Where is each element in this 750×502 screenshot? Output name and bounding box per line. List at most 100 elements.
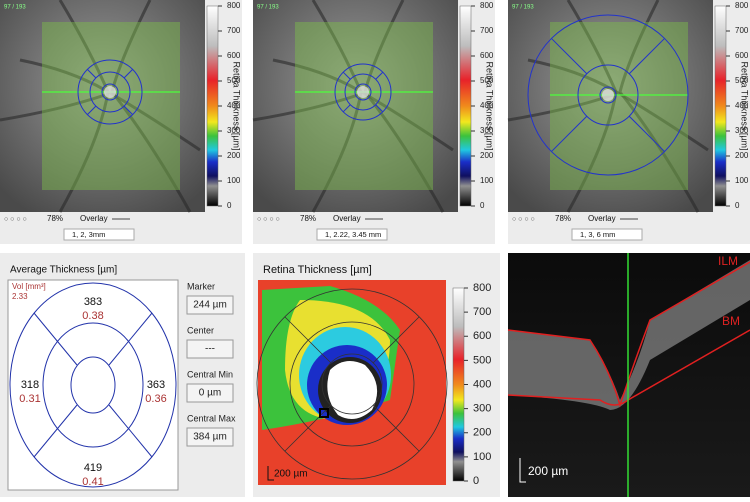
grid-spoke <box>628 38 665 75</box>
grid-ring <box>527 14 689 176</box>
colorbar-tick-label: 100 <box>480 176 494 185</box>
field-value: 0 µm <box>199 388 221 399</box>
zoom-level: 78% <box>300 214 316 223</box>
colorbar-tick-label: 500 <box>735 76 749 85</box>
zoom-tool: ○ ○ ○ ○ <box>257 216 280 223</box>
sector-ring <box>42 322 144 448</box>
map-scale-bar <box>267 466 274 481</box>
thickness-overlay <box>550 22 688 190</box>
sector-volume: 0.38 <box>82 310 103 322</box>
colorbar <box>714 5 727 207</box>
grid-ring <box>354 83 372 101</box>
colorbar-tick-label: 700 <box>227 26 241 35</box>
map-spoke <box>284 316 332 364</box>
grid-dropdown[interactable] <box>63 228 135 241</box>
colorbar-tick-label: 100 <box>735 176 749 185</box>
map-ring <box>321 353 383 415</box>
counter: 97 / 193 <box>512 5 534 11</box>
colorbar-tick-label: 800 <box>480 1 494 10</box>
vessel <box>0 93 106 122</box>
grid-dropdown-value: 1, 2.22, 3.45 mm <box>325 230 381 239</box>
grid-dropdown[interactable] <box>316 228 388 241</box>
vessel <box>566 0 618 213</box>
grid-spoke <box>375 71 384 80</box>
colorbar-tick-label: 0 <box>735 201 740 210</box>
map-ring <box>289 321 415 447</box>
sector-thickness: 419 <box>84 462 102 474</box>
sector-ring <box>9 282 177 488</box>
colorbar-tick-label: 400 <box>480 101 494 110</box>
grid-dropdown[interactable] <box>571 228 643 241</box>
sector-divider <box>108 404 153 458</box>
colorbar-tick-label: 800 <box>473 282 491 294</box>
grid-ring <box>577 64 639 126</box>
colorbar-tick-label: 300 <box>480 126 494 135</box>
sector-volume: 0.36 <box>145 393 166 405</box>
field-label: Central Max <box>187 413 236 423</box>
colorbar-tick-label: 700 <box>735 26 749 35</box>
colorbar-tick-label: 400 <box>735 101 749 110</box>
grid-dropdown-value: 1, 2, 3mm <box>72 230 105 239</box>
vessel <box>618 0 700 213</box>
grid-spoke <box>342 104 351 113</box>
colorbar-tick-label: 100 <box>227 176 241 185</box>
disc <box>104 86 116 98</box>
zoom-level: 78% <box>47 214 63 223</box>
sector-divider <box>108 312 153 366</box>
field-label: Center <box>187 325 214 335</box>
grid-ring <box>334 63 392 121</box>
ilm-label: ILM <box>718 254 738 268</box>
thickness-overlay <box>295 22 433 190</box>
sector-thickness: 363 <box>147 379 165 391</box>
colorbar <box>452 287 465 482</box>
avg-box <box>7 279 179 491</box>
grid-ring <box>344 73 382 111</box>
colorbar-tick-label: 100 <box>473 451 491 463</box>
colorbar-tick-label: 500 <box>227 76 241 85</box>
grid-spoke <box>87 105 97 115</box>
overlay-slider[interactable] <box>365 218 383 220</box>
colorbar-tick-label: 0 <box>473 475 479 487</box>
colorbar-tick-label: 400 <box>473 378 491 390</box>
sector-volume: 0.41 <box>82 476 103 488</box>
colorbar-tick-label: 700 <box>480 26 494 35</box>
grid-ring <box>89 71 131 113</box>
sector-volume: 0.31 <box>19 393 40 405</box>
grid-spoke <box>551 38 588 75</box>
colorbar-label: Retina Thickness [µm] <box>740 61 750 150</box>
field-label: Marker <box>187 281 215 291</box>
grid-spoke <box>342 71 351 80</box>
map-ring <box>256 288 448 480</box>
field-label: Central Min <box>187 369 233 379</box>
bscan-scale-bar <box>519 458 526 483</box>
vessel <box>527 58 709 152</box>
map-spoke <box>284 404 332 452</box>
grid-spoke <box>375 104 384 113</box>
field-box <box>186 383 234 403</box>
colorbar-tick-label: 500 <box>480 76 494 85</box>
field-box <box>186 339 234 359</box>
thickness-overlay <box>42 22 180 190</box>
colorbar-tick-label: 500 <box>473 354 491 366</box>
field-value: 244 µm <box>193 300 227 311</box>
map-center <box>327 361 378 419</box>
overlay-label: Overlay <box>80 214 108 223</box>
vol-label: Vol [mm³] <box>12 282 46 291</box>
zoom-tool: ○ ○ ○ ○ <box>4 216 27 223</box>
colorbar-label: Retina Thickness [µm] <box>485 61 495 150</box>
colorbar-tick-label: 800 <box>227 1 241 10</box>
field-box <box>186 427 234 447</box>
zoom-tool: ○ ○ ○ ○ <box>512 216 535 223</box>
colorbar-tick-label: 300 <box>735 126 749 135</box>
colorbar <box>459 5 472 207</box>
grid-spoke <box>551 115 588 152</box>
colorbar-tick-label: 200 <box>473 427 491 439</box>
colorbar-tick-label: 200 <box>227 151 241 160</box>
grid-dropdown-value: 1, 3, 6 mm <box>580 230 615 239</box>
overlay-slider[interactable] <box>112 218 130 220</box>
grid-spoke <box>628 115 665 152</box>
grid-spoke <box>87 69 97 79</box>
marker <box>319 408 329 418</box>
overlay-slider[interactable] <box>620 218 638 220</box>
